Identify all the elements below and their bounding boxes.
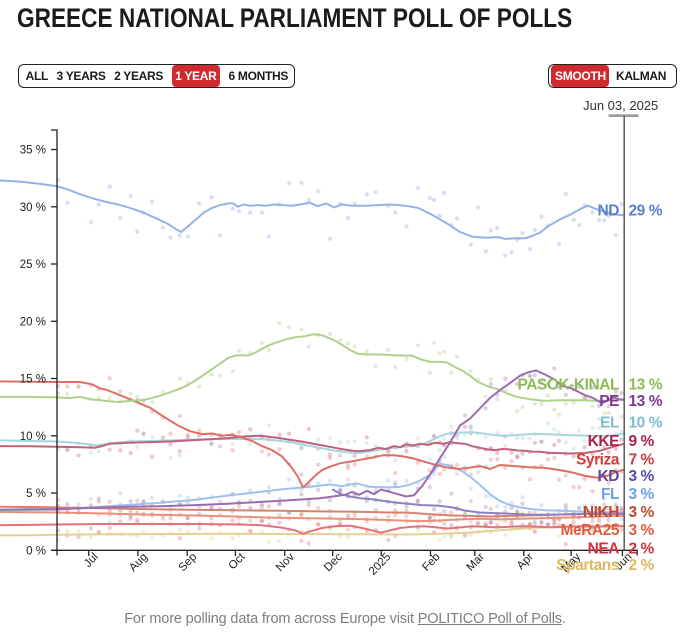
svg-text:3 %: 3 % [629, 504, 655, 521]
svg-text:Syriza: Syriza [576, 452, 620, 469]
svg-text:Jul: Jul [82, 551, 101, 570]
svg-text:7 %: 7 % [629, 452, 655, 469]
svg-text:0 %: 0 % [26, 545, 46, 557]
svg-text:Nov: Nov [274, 551, 297, 574]
svg-text:KD: KD [598, 468, 620, 485]
svg-text:Mar: Mar [465, 551, 488, 574]
svg-text:35 %: 35 % [20, 145, 46, 157]
svg-text:20 %: 20 % [20, 316, 46, 328]
svg-text:13 %: 13 % [629, 376, 663, 393]
svg-text:10 %: 10 % [629, 415, 663, 432]
svg-text:30 %: 30 % [20, 202, 46, 214]
svg-text:FL: FL [601, 486, 619, 503]
svg-text:10 %: 10 % [20, 431, 46, 443]
svg-text:Spartans: Spartans [556, 557, 619, 574]
svg-text:13 %: 13 % [629, 393, 663, 410]
svg-text:25 %: 25 % [20, 259, 46, 271]
svg-text:KKE: KKE [588, 433, 619, 450]
svg-text:5 %: 5 % [26, 488, 46, 500]
svg-text:2 %: 2 % [629, 557, 655, 574]
svg-text:2 %: 2 % [629, 540, 655, 557]
svg-text:Dec: Dec [322, 551, 345, 574]
svg-text:MeRA25: MeRA25 [561, 522, 620, 539]
svg-text:2025: 2025 [367, 551, 393, 578]
svg-text:Jun 03, 2025: Jun 03, 2025 [583, 98, 658, 113]
svg-text:9 %: 9 % [629, 433, 655, 450]
svg-text:Oct: Oct [226, 550, 248, 572]
svg-text:3 %: 3 % [629, 468, 655, 485]
svg-text:EL: EL [600, 415, 619, 432]
svg-text:PE: PE [599, 393, 619, 410]
svg-text:ND: ND [598, 202, 620, 219]
svg-text:15 %: 15 % [20, 374, 46, 386]
svg-text:Apr: Apr [515, 551, 536, 572]
svg-text:Aug: Aug [127, 551, 150, 574]
svg-text:NEA: NEA [588, 540, 620, 557]
svg-text:29 %: 29 % [629, 202, 663, 219]
svg-text:NIKH: NIKH [583, 504, 619, 521]
svg-text:3 %: 3 % [629, 486, 655, 503]
svg-text:3 %: 3 % [629, 522, 655, 539]
svg-text:Sep: Sep [177, 551, 200, 574]
svg-text:Feb: Feb [420, 551, 442, 574]
svg-text:PASOK-KINAL: PASOK-KINAL [517, 376, 619, 393]
